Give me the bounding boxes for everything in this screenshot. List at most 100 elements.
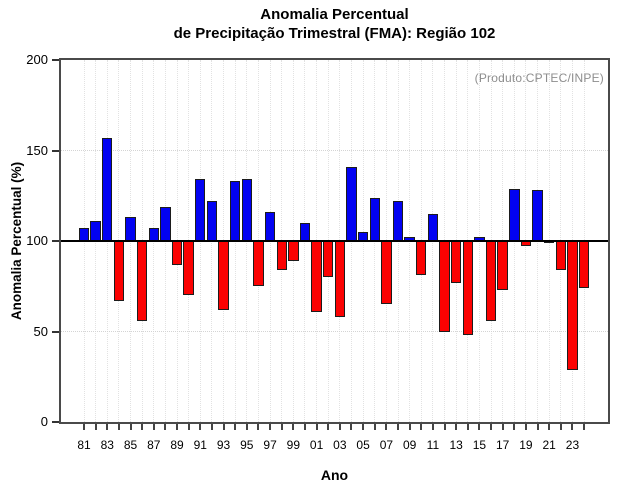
x-tick-83	[106, 424, 109, 430]
bar-94	[229, 181, 241, 241]
x-tick-label-97: 97	[263, 438, 277, 452]
x-tick-label-95: 95	[240, 438, 254, 452]
x-tick-85	[129, 424, 132, 430]
x-tick-21	[548, 424, 551, 430]
bar-24	[578, 241, 590, 289]
x-tick-label-19: 19	[519, 438, 533, 452]
x-tick-00	[303, 424, 306, 430]
y-tick-50	[52, 330, 59, 333]
bar-07	[381, 241, 392, 305]
bar-08	[392, 201, 404, 241]
y-tick-label-0: 0	[40, 414, 48, 429]
bar-97	[264, 212, 276, 241]
x-tick-label-89: 89	[170, 438, 184, 452]
bar-12	[439, 241, 450, 332]
x-tick-17	[501, 424, 504, 430]
x-tick-label-15: 15	[472, 438, 487, 452]
x-tick-22	[559, 424, 562, 430]
y-tick-label-200: 200	[26, 52, 48, 67]
bar-00	[299, 222, 311, 241]
x-tick-91	[199, 424, 202, 430]
x-tick-label-21: 21	[542, 438, 556, 452]
x-tick-84	[117, 424, 120, 430]
x-tick-87	[152, 424, 155, 430]
x-tick-18	[513, 424, 516, 430]
x-tick-89	[176, 424, 179, 430]
bar-22	[555, 241, 567, 270]
x-tick-04	[350, 424, 353, 430]
x-tick-05	[362, 424, 365, 430]
plot-area: (Produto:CPTEC/INPE)	[59, 58, 610, 424]
bar-93	[218, 241, 229, 310]
x-tick-label-87: 87	[147, 438, 161, 452]
x-tick-90	[187, 424, 190, 430]
bar-06	[369, 197, 380, 241]
bar-84	[113, 241, 125, 301]
bar-10	[416, 241, 427, 276]
bar-16	[485, 241, 497, 321]
x-tick-97	[269, 424, 272, 430]
bar-90	[183, 241, 194, 296]
x-tick-label-91: 91	[193, 438, 207, 452]
x-tick-99	[292, 424, 295, 430]
x-tick-label-07: 07	[379, 438, 394, 452]
x-tick-12	[443, 424, 446, 430]
x-tick-label-09: 09	[402, 438, 417, 452]
x-tick-11	[431, 424, 434, 430]
x-tick-08	[397, 424, 399, 430]
bar-01	[311, 241, 322, 312]
bar-95	[241, 179, 252, 241]
x-tick-10	[420, 424, 423, 430]
x-tick-15	[478, 424, 481, 430]
horizontal-gridline	[61, 331, 608, 332]
horizontal-gridline	[61, 150, 608, 151]
x-tick-92	[210, 424, 213, 430]
y-tick-200	[52, 59, 59, 61]
bar-89	[171, 241, 183, 265]
bar-88	[160, 206, 171, 241]
x-tick-label-03: 03	[333, 438, 347, 452]
x-tick-label-23: 23	[565, 438, 580, 452]
bar-03	[334, 241, 346, 318]
y-tick-100	[52, 240, 59, 242]
x-tick-03	[338, 424, 341, 430]
x-tick-label-05: 05	[356, 438, 370, 452]
x-tick-label-13: 13	[449, 438, 463, 452]
x-tick-81	[83, 424, 85, 430]
baseline-100	[61, 240, 608, 242]
x-tick-20	[536, 424, 539, 430]
bar-98	[276, 241, 287, 270]
x-tick-86	[141, 424, 144, 430]
x-tick-24	[583, 424, 586, 430]
y-tick-150	[52, 149, 59, 152]
bar-20	[532, 190, 543, 241]
bar-96	[253, 241, 264, 287]
bar-83	[102, 137, 113, 241]
x-tick-98	[280, 424, 283, 430]
x-tick-93	[222, 424, 225, 430]
x-tick-label-83: 83	[100, 438, 114, 452]
chart-title: Anomalia Percentual de Precipitação Trim…	[59, 5, 610, 43]
x-tick-95	[245, 424, 248, 430]
y-tick-label-150: 150	[26, 142, 48, 158]
x-tick-label-99: 99	[286, 438, 300, 452]
bar-91	[195, 179, 206, 241]
x-tick-88	[164, 424, 167, 430]
x-tick-82	[94, 424, 97, 430]
x-tick-14	[466, 424, 469, 430]
bar-13	[450, 241, 462, 283]
bar-92	[206, 201, 218, 241]
x-tick-19	[524, 424, 527, 430]
x-tick-09	[408, 424, 411, 430]
y-tick-label-100: 100	[26, 233, 48, 248]
y-tick-0	[52, 421, 59, 423]
x-tick-13	[455, 424, 458, 430]
x-tick-02	[327, 424, 330, 430]
x-tick-label-93: 93	[216, 438, 231, 452]
x-tick-23	[571, 424, 574, 430]
bar-04	[346, 166, 357, 241]
x-tick-06	[373, 424, 376, 430]
x-tick-label-01: 01	[309, 438, 324, 452]
x-tick-96	[257, 424, 260, 430]
